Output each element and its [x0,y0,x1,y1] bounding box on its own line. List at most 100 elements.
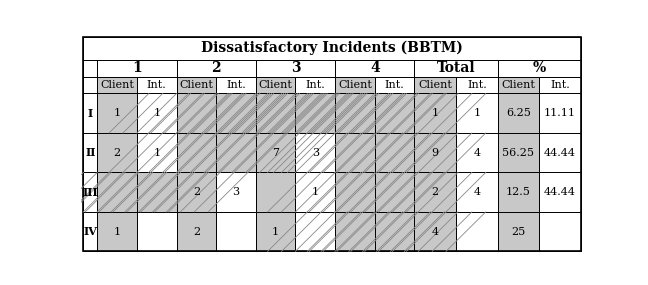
Bar [84,172,97,212]
Text: 3: 3 [233,187,240,197]
Bar [456,172,498,212]
Text: 7: 7 [272,148,279,158]
Bar [216,133,256,172]
Text: IV: IV [84,226,97,237]
Bar [539,77,581,93]
Text: Total: Total [437,61,476,75]
Bar [256,212,295,251]
Text: I: I [87,108,93,119]
Text: 4: 4 [432,227,439,237]
Text: Int.: Int. [550,80,570,90]
Bar [295,172,335,212]
Bar [498,77,539,93]
Text: 25: 25 [511,227,526,237]
Text: 2: 2 [113,148,121,158]
Text: II: II [85,147,95,158]
Bar [335,60,414,77]
Bar [137,172,176,212]
Text: 1: 1 [113,108,121,118]
Text: Client: Client [100,80,134,90]
Text: 2: 2 [193,227,200,237]
Text: 12.5: 12.5 [506,187,531,197]
Bar [256,60,335,77]
Bar [176,60,256,77]
Text: 11.11: 11.11 [544,108,576,118]
Bar [414,93,456,133]
Bar [335,93,375,133]
Bar [84,36,581,60]
Text: Int.: Int. [385,80,404,90]
Bar [84,212,97,251]
Bar [137,133,176,172]
Bar [335,172,375,212]
Text: 4: 4 [473,148,480,158]
Text: 1: 1 [153,148,160,158]
Text: 44.44: 44.44 [544,148,576,158]
Text: 1: 1 [153,108,160,118]
Bar [176,172,216,212]
Bar [375,133,414,172]
Text: 1: 1 [312,187,319,197]
Text: Int.: Int. [467,80,487,90]
Bar [539,93,581,133]
Bar [539,133,581,172]
Text: 56.25: 56.25 [502,148,535,158]
Text: 2: 2 [432,187,439,197]
Text: 4: 4 [370,61,380,75]
Text: Client: Client [502,80,535,90]
Bar [456,212,498,251]
Text: Int.: Int. [147,80,167,90]
Bar [137,77,176,93]
Text: Client: Client [179,80,213,90]
Bar [176,133,216,172]
Text: 44.44: 44.44 [544,187,576,197]
Bar [97,212,137,251]
Bar [335,133,375,172]
Bar [414,212,456,251]
Text: %: % [533,61,546,75]
Bar [456,77,498,93]
Bar [137,212,176,251]
Bar [498,133,539,172]
Text: 3: 3 [291,61,300,75]
Text: Int.: Int. [305,80,325,90]
Bar [256,93,295,133]
Bar [176,212,216,251]
Bar [97,93,137,133]
Text: Client: Client [259,80,293,90]
Text: 1: 1 [132,61,142,75]
Bar [498,93,539,133]
Bar [295,133,335,172]
Bar [498,60,581,77]
Bar [375,93,414,133]
Bar [375,77,414,93]
Bar [539,212,581,251]
Bar [84,60,97,77]
Bar [97,133,137,172]
Text: 2: 2 [193,187,200,197]
Bar [97,77,137,93]
Bar [84,93,97,133]
Bar [375,172,414,212]
Bar [256,77,295,93]
Bar [176,77,216,93]
Bar [335,212,375,251]
Bar [295,93,335,133]
Bar [414,133,456,172]
Text: 1: 1 [473,108,480,118]
Bar [295,77,335,93]
Bar [456,93,498,133]
Text: Client: Client [338,80,372,90]
Text: 3: 3 [312,148,319,158]
Text: 2: 2 [211,61,221,75]
Bar [216,93,256,133]
Bar [137,93,176,133]
Bar [176,93,216,133]
Bar [539,172,581,212]
Bar [335,77,375,93]
Text: Dissatisfactory Incidents (BBTM): Dissatisfactory Incidents (BBTM) [201,41,463,55]
Bar [375,212,414,251]
Text: Client: Client [418,80,452,90]
Text: III: III [82,187,98,198]
Text: 1: 1 [432,108,439,118]
